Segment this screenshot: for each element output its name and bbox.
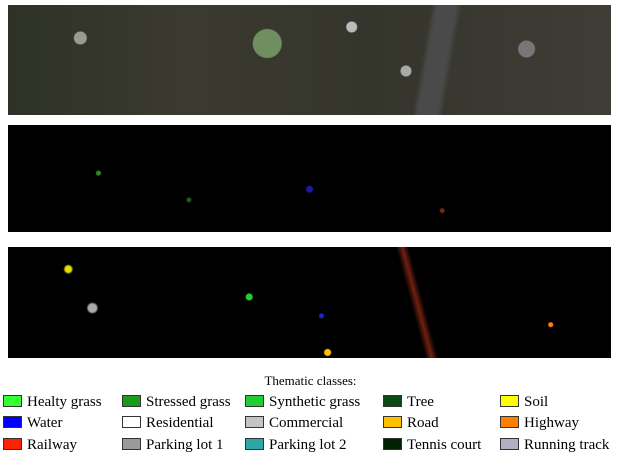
legend-swatch [3, 438, 22, 450]
legend-swatch [500, 438, 519, 450]
legend-label: Residential [146, 415, 214, 431]
legend-label: Soil [524, 394, 548, 410]
legend-item: Soil [500, 393, 548, 411]
legend-item: Residential [122, 414, 214, 432]
legend-swatch [245, 438, 264, 450]
legend-item: Highway [500, 414, 579, 432]
legend-swatch [500, 416, 519, 428]
legend-label: Railway [27, 437, 77, 453]
legend-item: Tennis court [383, 436, 481, 454]
legend-label: Highway [524, 415, 579, 431]
legend-label: Running track [524, 437, 609, 453]
figure: Thematic classes: Healty grass Stressed g… [0, 0, 621, 454]
legend-item: Healty grass [3, 393, 102, 411]
legend-swatch [383, 416, 402, 428]
classification-map [8, 247, 611, 358]
legend-label: Tree [407, 394, 434, 410]
legend-item: Parking lot 2 [245, 436, 347, 454]
legend-item: Railway [3, 436, 77, 454]
legend-swatch [245, 395, 264, 407]
legend-item: Commercial [245, 414, 343, 432]
ground-truth-map [8, 125, 611, 232]
legend-item: Parking lot 1 [122, 436, 224, 454]
legend-label: Commercial [269, 415, 343, 431]
legend-item: Running track [500, 436, 609, 454]
legend-item: Water [3, 414, 62, 432]
legend-label: Synthetic grass [269, 394, 360, 410]
legend-swatch [122, 395, 141, 407]
legend-swatch [500, 395, 519, 407]
legend-label: Stressed grass [146, 394, 231, 410]
legend-label: Healty grass [27, 394, 102, 410]
legend-item: Road [383, 414, 439, 432]
legend-swatch [3, 416, 22, 428]
legend-label: Tennis court [407, 437, 481, 453]
legend-label: Parking lot 1 [146, 437, 224, 453]
legend-label: Road [407, 415, 439, 431]
legend-swatch [383, 438, 402, 450]
legend-item: Tree [383, 393, 434, 411]
rgb-image [8, 5, 611, 115]
legend-label: Water [27, 415, 62, 431]
legend-swatch [383, 395, 402, 407]
legend-swatch [122, 416, 141, 428]
legend-item: Stressed grass [122, 393, 231, 411]
legend-swatch [3, 395, 22, 407]
legend-label: Parking lot 2 [269, 437, 347, 453]
legend-swatch [122, 438, 141, 450]
legend-swatch [245, 416, 264, 428]
legend-item: Synthetic grass [245, 393, 360, 411]
legend-title: Thematic classes: [0, 373, 621, 389]
